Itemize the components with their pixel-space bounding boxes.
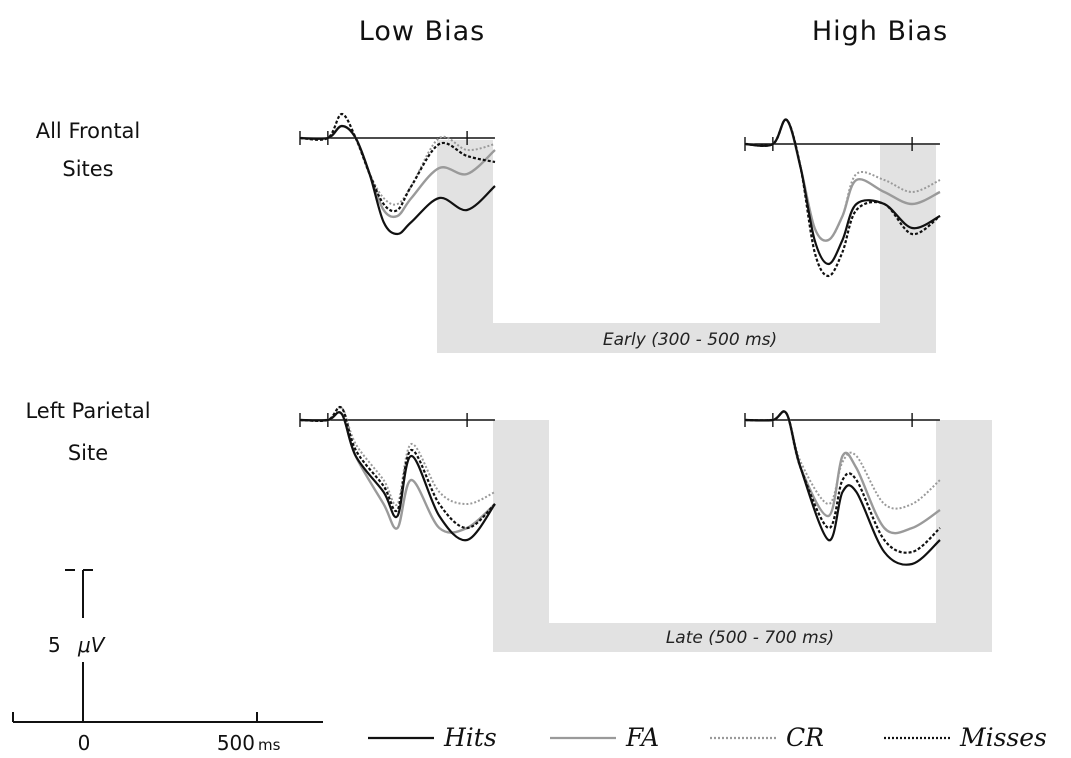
series-misses-line <box>299 405 496 530</box>
series-misses-line <box>299 112 496 213</box>
scale-time-zero: 0 <box>78 731 91 755</box>
series-fa-line <box>744 410 941 535</box>
legend-label-cr: CR <box>786 723 824 752</box>
low-bias-title: Low Bias <box>359 16 485 47</box>
panel-2 <box>299 405 496 542</box>
series-hits-line <box>744 118 941 266</box>
series-hits-line <box>299 124 496 236</box>
legend-label-misses: Misses <box>959 723 1047 752</box>
early-window-band <box>437 140 936 353</box>
waveform-panels <box>299 112 941 566</box>
scale-amplitude-value: 5 <box>48 633 61 657</box>
series-hits-line <box>744 410 941 566</box>
scale-bar: 5 μV 0 500 ms <box>12 569 323 755</box>
high-bias-title: High Bias <box>812 16 948 47</box>
panel-0 <box>299 112 496 236</box>
late-window-label: Late (500 - 700 ms) <box>666 628 834 648</box>
time-window-bands <box>437 140 992 652</box>
panel-1 <box>744 118 941 278</box>
row-label-frontal-line1: All Frontal <box>36 119 141 143</box>
series-misses-line <box>744 410 941 554</box>
early-window-label: Early (300 - 500 ms) <box>603 330 777 350</box>
series-cr-line <box>299 124 496 206</box>
row-label-parietal-line2: Site <box>68 441 108 465</box>
legend: Hits FA CR Misses <box>368 723 1047 752</box>
series-hits-line <box>299 411 496 542</box>
scale-amplitude-unit: μV <box>77 633 106 657</box>
legend-label-fa: FA <box>625 723 659 752</box>
row-label-parietal-line1: Left Parietal <box>25 399 150 423</box>
panel-3 <box>744 410 941 566</box>
series-cr-line <box>299 406 496 507</box>
row-label-frontal-line2: Sites <box>62 157 113 181</box>
series-misses-line <box>744 118 941 278</box>
legend-label-hits: Hits <box>443 723 497 752</box>
late-window-band <box>493 420 992 652</box>
scale-time-500: 500 <box>217 731 255 755</box>
scale-time-unit: ms <box>258 736 281 754</box>
